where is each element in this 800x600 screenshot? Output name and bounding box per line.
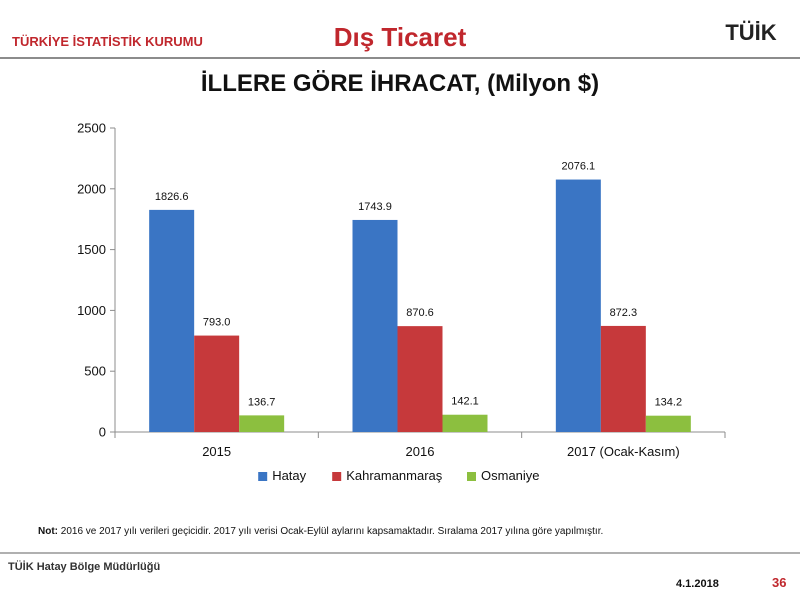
data-label: 134.2 [655, 397, 683, 409]
legend-swatch [258, 472, 268, 481]
y-tick-label: 2500 [77, 121, 106, 136]
y-tick-label: 1500 [77, 242, 106, 257]
tuik-logo: TÜİK [725, 20, 776, 45]
bar-chart: 0 500 1000 1500 2000 2500 1826.6 793.0 136.7 2015… [77, 121, 726, 483]
bar-kahramanmara- [600, 325, 646, 432]
data-label: 2076.1 [562, 161, 596, 173]
data-label: 793.0 [203, 317, 231, 329]
header-divider [0, 57, 800, 59]
footnote-text: 2016 ve 2017 yılı verileri geçicidir. 20… [60, 526, 604, 537]
legend-swatch [332, 472, 342, 481]
footnote-label: Not: [38, 526, 58, 537]
bar-kahramanmara- [194, 335, 240, 432]
data-label: 870.6 [406, 307, 434, 319]
data-label: 1826.6 [155, 191, 189, 203]
footnote: Not: 2016 ve 2017 yılı verileri geçicidi… [38, 526, 603, 537]
bar-kahramanmara- [397, 326, 443, 432]
data-label: 1743.9 [358, 201, 392, 213]
legend-label: Osmaniye [481, 468, 540, 483]
x-category-label: 2015 [202, 444, 231, 459]
logo-text: TÜİK [725, 20, 776, 45]
data-label: 142.1 [451, 396, 479, 408]
bar-osmaniye [645, 415, 691, 432]
office-name: TÜİK Hatay Bölge Müdürlüğü [8, 561, 161, 573]
bar-hatay [555, 179, 601, 432]
data-label: 872.3 [610, 307, 638, 319]
data-label: 136.7 [248, 396, 276, 408]
section-title: Dış Ticaret [333, 22, 467, 52]
legend-swatch [467, 472, 476, 481]
page-number: 36 [772, 575, 787, 590]
organization-name: TÜRKİYE İSTATİSTİK KURUMU [12, 34, 203, 49]
legend-label: Kahramanmaraş [346, 468, 443, 483]
bar-hatay [352, 219, 398, 432]
legend-label: Hatay [272, 468, 306, 483]
bar-hatay [149, 209, 195, 432]
y-tick-label: 500 [84, 364, 106, 379]
bar-osmaniye [442, 414, 488, 432]
y-tick-label: 2000 [77, 181, 106, 196]
y-tick-label: 1000 [77, 303, 106, 318]
slide-date: 4.1.2018 [676, 578, 719, 590]
x-category-label: 2017 (Ocak-Kasım) [567, 444, 680, 459]
x-category-label: 2016 [406, 444, 435, 459]
y-tick-label: 0 [99, 425, 106, 440]
bar-osmaniye [239, 415, 285, 432]
footer-divider [0, 552, 800, 554]
chart-title: İLLERE GÖRE İHRACAT, (Milyon $) [200, 70, 600, 97]
